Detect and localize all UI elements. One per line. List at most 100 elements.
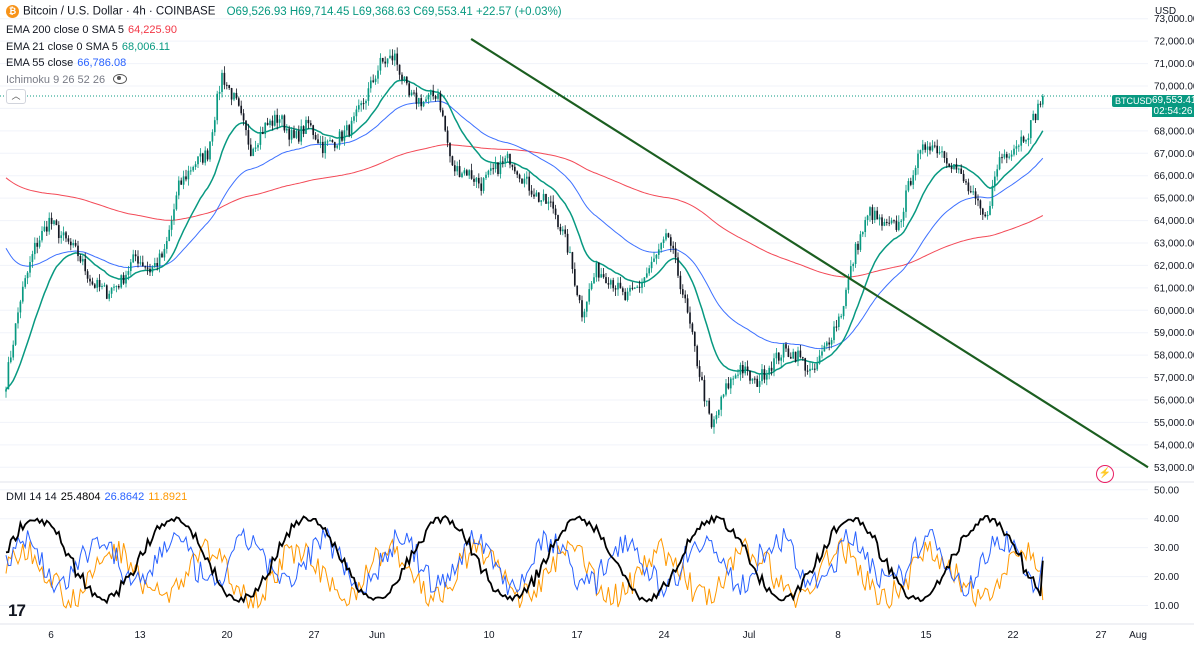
candle[interactable] <box>223 72 226 85</box>
candle[interactable] <box>53 220 55 225</box>
candle[interactable] <box>667 233 670 238</box>
candle[interactable] <box>266 122 269 126</box>
candle[interactable] <box>264 122 267 135</box>
candle[interactable] <box>921 144 924 151</box>
candle[interactable] <box>489 168 492 171</box>
candle[interactable] <box>261 132 264 135</box>
indicator-ichimoku[interactable]: Ichimoku 9 26 52 26 <box>6 73 131 86</box>
candle[interactable] <box>374 78 377 82</box>
candle[interactable] <box>528 176 531 191</box>
candle[interactable] <box>254 147 257 149</box>
candle[interactable] <box>429 90 432 95</box>
candle[interactable] <box>830 340 833 345</box>
candle[interactable] <box>837 316 840 328</box>
candle[interactable] <box>641 282 643 288</box>
candle[interactable] <box>703 379 706 402</box>
candle[interactable] <box>1005 154 1008 158</box>
candle[interactable] <box>456 166 459 172</box>
candle[interactable] <box>175 195 178 210</box>
candle[interactable] <box>410 92 413 96</box>
candle[interactable] <box>617 282 619 290</box>
candle[interactable] <box>317 139 319 144</box>
candle[interactable] <box>127 271 130 275</box>
candle[interactable] <box>523 178 526 184</box>
candle[interactable] <box>984 214 987 217</box>
candle[interactable] <box>12 344 15 358</box>
candle[interactable] <box>444 115 447 131</box>
candle[interactable] <box>439 93 442 111</box>
candle[interactable] <box>547 201 550 204</box>
candle[interactable] <box>377 70 379 79</box>
candle[interactable] <box>938 152 941 154</box>
candle[interactable] <box>696 346 699 367</box>
candle[interactable] <box>758 381 761 387</box>
candle[interactable] <box>98 279 101 288</box>
candle[interactable] <box>36 242 39 247</box>
candle[interactable] <box>650 261 653 269</box>
candle[interactable] <box>888 222 891 224</box>
candle[interactable] <box>72 242 75 246</box>
candle[interactable] <box>965 181 967 183</box>
candle[interactable] <box>859 234 862 250</box>
candle[interactable] <box>24 278 27 287</box>
lightning-icon[interactable]: ⚡ <box>1096 465 1114 483</box>
candle[interactable] <box>770 367 773 371</box>
candle[interactable] <box>883 221 886 226</box>
candle[interactable] <box>595 262 598 278</box>
candle[interactable] <box>17 312 19 324</box>
candle[interactable] <box>717 409 720 416</box>
candle[interactable] <box>741 365 744 374</box>
candle[interactable] <box>1013 148 1015 155</box>
candle[interactable] <box>626 291 629 300</box>
candle[interactable] <box>41 230 43 241</box>
candle[interactable] <box>57 225 60 239</box>
candle[interactable] <box>218 91 221 94</box>
candle[interactable] <box>782 344 785 358</box>
candle[interactable] <box>578 295 581 301</box>
candle[interactable] <box>149 268 151 273</box>
candle[interactable] <box>681 289 684 295</box>
candle[interactable] <box>816 363 819 370</box>
candle[interactable] <box>228 85 231 89</box>
candle[interactable] <box>554 208 557 216</box>
candle[interactable] <box>969 191 972 193</box>
candle[interactable] <box>924 144 927 150</box>
candle[interactable] <box>576 285 579 296</box>
candle[interactable] <box>170 220 173 230</box>
candlestick-series[interactable] <box>5 47 1044 434</box>
candle[interactable] <box>1034 113 1037 121</box>
candle[interactable] <box>242 113 245 121</box>
candle[interactable] <box>525 176 528 179</box>
candle[interactable] <box>55 220 58 226</box>
candle[interactable] <box>1037 103 1039 121</box>
candle[interactable] <box>393 53 396 61</box>
candle[interactable] <box>372 80 375 82</box>
candle[interactable] <box>840 316 843 318</box>
candle[interactable] <box>120 275 123 288</box>
candle[interactable] <box>828 342 831 345</box>
candle[interactable] <box>62 232 65 236</box>
candle[interactable] <box>182 176 185 185</box>
candle[interactable] <box>305 119 307 134</box>
candle[interactable] <box>290 130 293 140</box>
candle[interactable] <box>897 221 900 230</box>
candle[interactable] <box>835 326 838 328</box>
candle[interactable] <box>967 182 970 192</box>
candle[interactable] <box>132 254 135 263</box>
candle[interactable] <box>693 332 696 347</box>
candle[interactable] <box>458 166 461 178</box>
candle[interactable] <box>864 220 867 233</box>
candle[interactable] <box>420 98 423 107</box>
candle[interactable] <box>715 415 718 420</box>
candle[interactable] <box>333 142 336 148</box>
trendline-segment[interactable] <box>470 37 1149 469</box>
candle[interactable] <box>931 145 934 151</box>
candle[interactable] <box>276 114 279 123</box>
candle[interactable] <box>905 190 907 212</box>
candle[interactable] <box>1027 138 1030 141</box>
candle[interactable] <box>780 357 783 361</box>
candle[interactable] <box>749 370 751 381</box>
candle[interactable] <box>21 286 24 302</box>
candle[interactable] <box>684 294 687 299</box>
candle[interactable] <box>139 262 142 264</box>
